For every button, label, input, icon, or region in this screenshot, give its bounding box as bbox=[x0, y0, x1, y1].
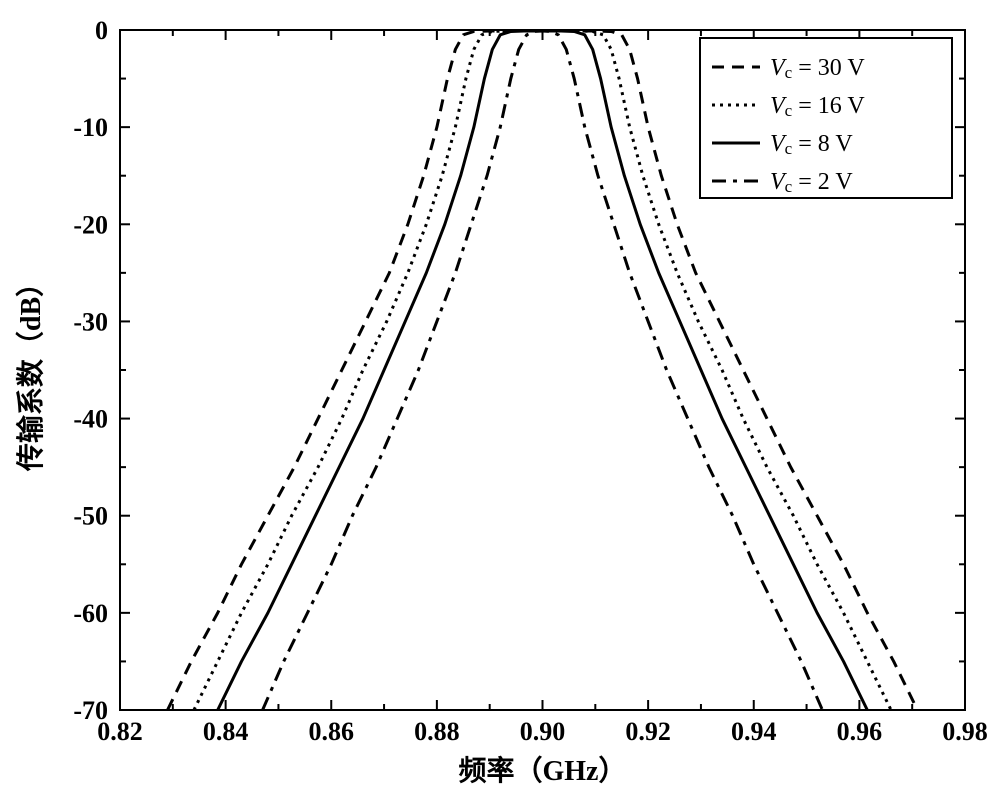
x-tick-label: 0.94 bbox=[731, 717, 777, 746]
x-tick-label: 0.90 bbox=[520, 717, 566, 746]
chart-container: 0.820.840.860.880.900.920.940.960.98-70-… bbox=[0, 0, 1000, 800]
y-tick-label: -20 bbox=[73, 210, 108, 239]
x-tick-label: 0.88 bbox=[414, 717, 460, 746]
y-tick-label: 0 bbox=[95, 16, 108, 45]
y-tick-label: -60 bbox=[73, 599, 108, 628]
y-tick-label: -10 bbox=[73, 113, 108, 142]
y-tick-label: -50 bbox=[73, 502, 108, 531]
x-tick-label: 0.98 bbox=[942, 717, 988, 746]
x-axis-label: 频率（GHz） bbox=[459, 754, 627, 787]
x-tick-label: 0.84 bbox=[203, 717, 249, 746]
y-tick-label: -70 bbox=[73, 696, 108, 725]
y-axis-label: 传输系数（dB） bbox=[14, 269, 47, 472]
legend-label-Vc2: Vc = 2 V bbox=[770, 169, 853, 196]
legend-label-Vc16: Vc = 16 V bbox=[770, 93, 865, 120]
x-tick-label: 0.96 bbox=[837, 717, 883, 746]
y-tick-label: -40 bbox=[73, 405, 108, 434]
x-tick-label: 0.86 bbox=[309, 717, 355, 746]
y-tick-label: -30 bbox=[73, 307, 108, 336]
chart-svg: 0.820.840.860.880.900.920.940.960.98-70-… bbox=[0, 0, 1000, 800]
x-tick-label: 0.92 bbox=[625, 717, 671, 746]
legend-label-Vc30: Vc = 30 V bbox=[770, 55, 865, 82]
legend-label-Vc8: Vc = 8 V bbox=[770, 131, 853, 158]
